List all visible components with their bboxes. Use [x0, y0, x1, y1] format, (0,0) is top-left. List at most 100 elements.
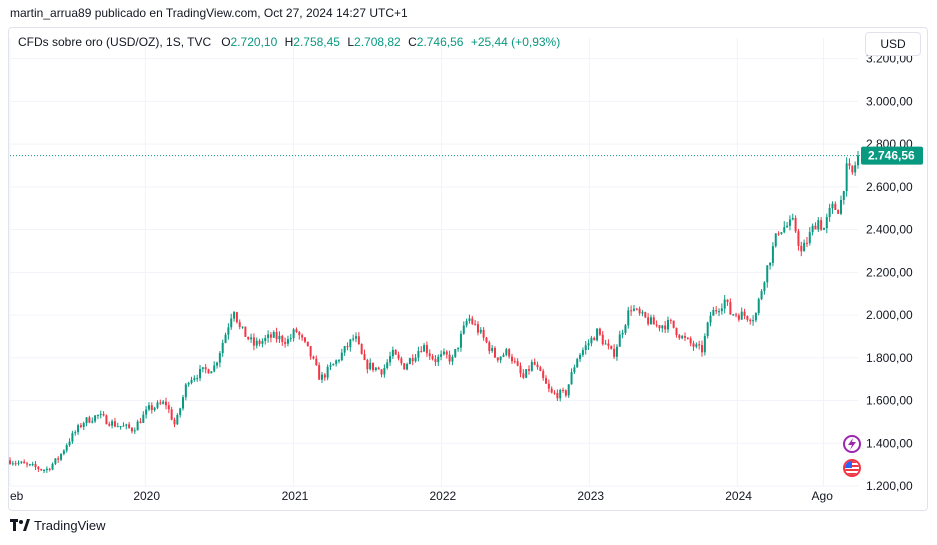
candle — [408, 357, 411, 365]
candle — [122, 422, 125, 427]
us-flag-icon[interactable] — [843, 459, 861, 477]
candle — [88, 415, 91, 424]
candle — [17, 460, 20, 466]
candle — [173, 417, 176, 428]
candle — [295, 327, 298, 333]
candle — [720, 303, 723, 315]
candle — [99, 410, 102, 419]
currency-button[interactable]: USD — [865, 32, 921, 56]
candle — [800, 241, 803, 257]
candle — [96, 414, 99, 420]
candle — [752, 315, 755, 326]
candle — [218, 350, 221, 368]
candle — [584, 341, 587, 355]
candle — [128, 421, 131, 429]
candle — [791, 213, 794, 221]
candle — [352, 334, 355, 342]
candle — [252, 333, 255, 351]
tradingview-footer[interactable]: TradingView — [10, 518, 106, 533]
candle — [224, 332, 227, 344]
candle — [647, 313, 650, 326]
candle — [414, 354, 417, 363]
open-value: 2.720,10 — [230, 35, 278, 49]
candle — [573, 364, 576, 374]
candle — [715, 306, 718, 315]
candle — [485, 336, 488, 344]
candle — [309, 345, 312, 360]
candle — [615, 344, 618, 361]
candle — [505, 347, 508, 357]
candle — [570, 368, 573, 385]
time-axis: eb 2020 2021 2022 2023 2024 Ago — [10, 489, 833, 503]
candle — [579, 352, 582, 363]
candle — [40, 468, 43, 472]
candle — [451, 354, 454, 366]
candle — [275, 327, 278, 343]
candle — [601, 331, 604, 346]
candle — [718, 308, 721, 317]
candle — [57, 456, 60, 463]
candle — [301, 333, 304, 341]
candle — [530, 359, 533, 372]
candle — [510, 353, 513, 364]
candle — [145, 406, 148, 419]
candle — [576, 357, 579, 368]
candle — [269, 332, 272, 343]
candle — [726, 299, 729, 306]
candle — [513, 357, 516, 364]
candle — [590, 335, 593, 347]
candle — [496, 357, 499, 363]
candle — [508, 348, 511, 359]
candle — [737, 313, 740, 322]
candle — [238, 319, 241, 330]
candle — [337, 359, 340, 364]
candle — [820, 217, 823, 231]
candle — [712, 306, 715, 316]
candle — [701, 340, 704, 357]
candle — [227, 323, 230, 340]
symbol-label[interactable]: CFDs sobre oro (USD/OZ), 1S, TVC — [18, 35, 212, 49]
candle — [335, 359, 338, 367]
candle — [445, 350, 448, 359]
candle — [703, 333, 706, 356]
candle — [476, 321, 479, 336]
candle — [79, 422, 82, 429]
candle — [23, 459, 26, 464]
candle — [442, 348, 445, 356]
close-label: C — [408, 35, 417, 49]
candle — [113, 417, 116, 428]
candle — [635, 307, 638, 311]
candle — [105, 414, 108, 425]
candle — [771, 242, 774, 267]
candle — [65, 443, 68, 453]
candle — [440, 350, 443, 361]
footer-brand: TradingView — [34, 518, 106, 533]
candle — [423, 343, 426, 352]
price-axis: 1.200,00 1.400,00 1.600,00 1.800,00 2.000,00… — [866, 52, 913, 493]
candle — [698, 340, 701, 350]
candle — [255, 337, 258, 349]
y-tick-label: 1.400,00 — [866, 436, 913, 450]
candle — [213, 361, 216, 373]
lightning-icon[interactable] — [843, 435, 861, 453]
candle — [20, 460, 23, 464]
candle — [828, 203, 831, 222]
candle — [411, 354, 414, 366]
candle — [391, 346, 394, 359]
candle — [221, 339, 224, 357]
chart-frame — [8, 27, 928, 511]
candle — [482, 327, 485, 341]
candle — [425, 341, 428, 357]
candle — [258, 338, 261, 347]
candle — [658, 324, 661, 332]
candle — [241, 326, 244, 329]
change-value: +25,44 (+0,93%) — [470, 35, 561, 49]
candle — [417, 346, 420, 362]
candle — [281, 334, 284, 346]
candle — [689, 336, 692, 347]
candle — [459, 330, 462, 352]
candle — [54, 458, 57, 466]
candle — [539, 365, 542, 372]
candle — [547, 379, 550, 393]
